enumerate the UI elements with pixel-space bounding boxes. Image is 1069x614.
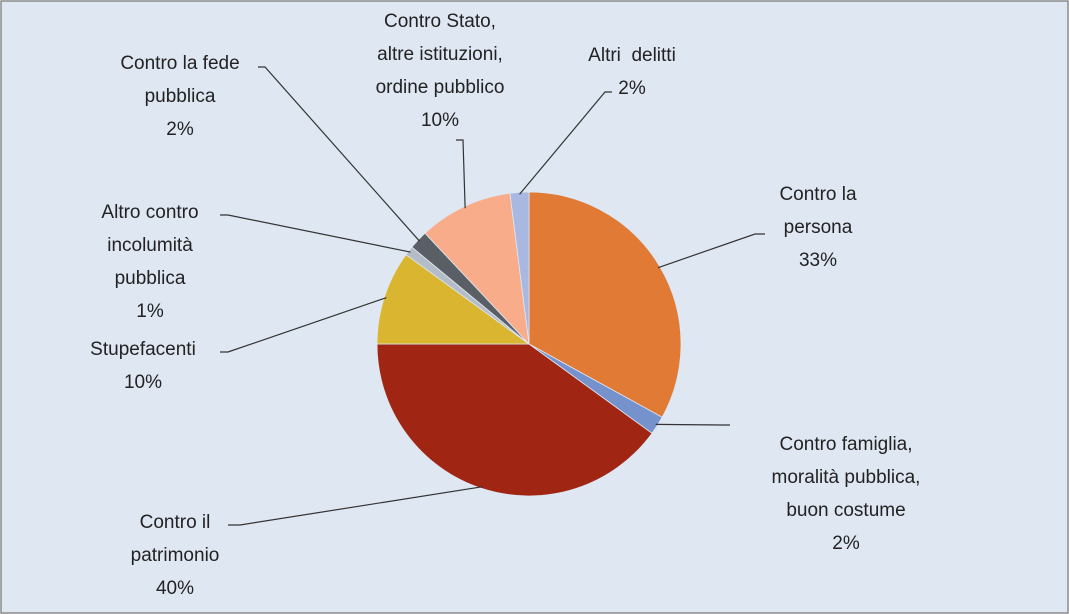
- leader-line: [655, 423, 730, 426]
- pie-slice: [509, 191, 530, 345]
- label-line: patrimonio: [131, 545, 220, 566]
- label-value: 2%: [832, 533, 860, 554]
- leader-line: [228, 486, 483, 526]
- label-value: 10%: [421, 110, 459, 131]
- leader-line: [657, 233, 765, 269]
- pie-slice: [376, 254, 531, 345]
- data-label: Contro Stato, altre istituzioni, ordine pu…: [376, 11, 505, 131]
- label-line: Contro la fede: [120, 53, 239, 74]
- label-line: Contro Stato,: [384, 11, 496, 32]
- data-label: Contro la persona 33%: [779, 184, 857, 271]
- leader-line: [220, 297, 387, 353]
- data-label: Altro contro incolumità pubblica 1%: [101, 202, 198, 322]
- label-value: 2%: [618, 78, 646, 99]
- label-line: pubblica: [145, 86, 216, 107]
- label-line: buon costume: [786, 500, 905, 521]
- label-value: 2%: [166, 119, 194, 140]
- pie-slice: [376, 343, 653, 497]
- leader-line: [258, 66, 421, 242]
- label-line: altre istituzioni,: [377, 44, 503, 65]
- data-label: Contro famiglia, moralità pubblica, buon c…: [772, 434, 921, 554]
- label-line: Stupefacenti: [90, 339, 196, 360]
- leader-line: [519, 91, 612, 195]
- leader-line: [220, 214, 411, 253]
- label-line: Contro la: [779, 184, 857, 205]
- data-label: Altri delitti 2%: [588, 45, 676, 99]
- label-line: pubblica: [115, 268, 186, 289]
- label-value: 1%: [136, 301, 164, 322]
- pie-slice: [424, 192, 530, 346]
- label-line: persona: [784, 217, 853, 238]
- label-line: Contro famiglia,: [779, 434, 912, 455]
- data-label: Contro la fede pubblica 2%: [120, 53, 239, 140]
- label-line: ordine pubblico: [376, 77, 505, 98]
- label-line: Contro il: [140, 512, 211, 533]
- label-line: Altro contro: [101, 202, 198, 223]
- label-line: incolumità: [107, 235, 193, 256]
- label-value: 10%: [124, 372, 162, 393]
- label-value: 40%: [156, 578, 194, 599]
- label-line: Altri delitti: [588, 45, 676, 66]
- data-label: Stupefacenti 10%: [90, 339, 196, 393]
- label-line: moralità pubblica,: [772, 467, 921, 488]
- leader-line: [456, 139, 466, 209]
- label-value: 33%: [799, 250, 837, 271]
- data-label: Contro il patrimonio 40%: [131, 512, 220, 599]
